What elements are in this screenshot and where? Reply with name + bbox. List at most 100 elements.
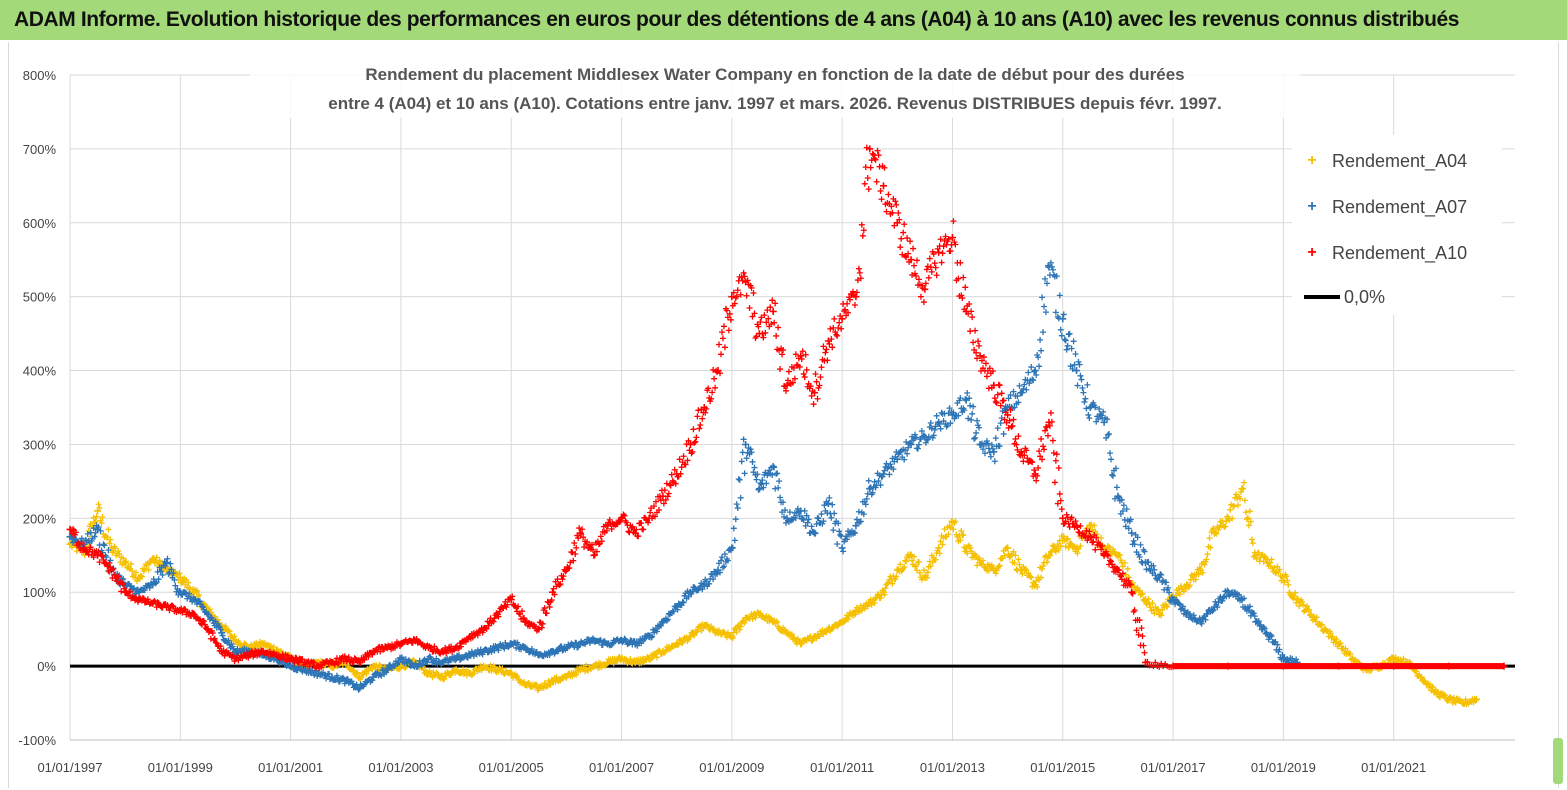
data-point: [731, 537, 738, 544]
data-point: [907, 238, 914, 245]
data-point: [847, 296, 854, 303]
data-point: [428, 644, 435, 651]
data-point: [900, 229, 907, 236]
data-point: [997, 402, 1004, 409]
data-point: [222, 623, 229, 630]
legend-item-a04: + Rendement_A04: [1292, 149, 1467, 173]
data-point: [1064, 535, 1071, 542]
data-point: [162, 562, 169, 569]
data-point: [891, 222, 898, 229]
data-point: [808, 392, 815, 399]
data-point: [718, 329, 725, 336]
data-point: [829, 501, 836, 508]
data-point: [697, 422, 704, 429]
data-point: [907, 551, 914, 558]
data-point: [1244, 514, 1251, 521]
data-point: [331, 661, 338, 668]
data-point: [1126, 581, 1133, 588]
data-point: [813, 378, 820, 385]
data-point: [153, 554, 160, 561]
data-point: [1038, 347, 1045, 354]
data-point: [1337, 640, 1344, 647]
data-point: [1047, 409, 1054, 416]
data-point: [759, 477, 766, 484]
data-point: [800, 370, 807, 377]
data-point: [690, 426, 697, 433]
data-point: [758, 481, 765, 488]
data-point: [1158, 612, 1165, 619]
data-point: [1025, 569, 1032, 576]
data-point: [299, 656, 306, 663]
series-rendement_a07: [66, 259, 1301, 693]
data-point: [1006, 417, 1013, 424]
data-point: [771, 464, 778, 471]
data-point: [1039, 456, 1046, 463]
data-point: [748, 284, 755, 291]
data-point: [1285, 581, 1292, 588]
data-point: [573, 544, 580, 551]
data-point: [402, 664, 409, 671]
data-point: [217, 626, 224, 633]
data-point: [1040, 443, 1047, 450]
data-point: [1033, 371, 1040, 378]
data-point: [860, 511, 867, 518]
data-point: [995, 563, 1002, 570]
data-point: [581, 544, 588, 551]
data-point: [917, 293, 924, 300]
data-point: [1067, 540, 1074, 547]
data-point: [457, 670, 464, 677]
data-point: [1299, 599, 1306, 606]
data-point: [1043, 280, 1050, 287]
data-point: [103, 554, 110, 561]
data-point: [660, 500, 667, 507]
data-point: [663, 480, 670, 487]
data-point: [1028, 574, 1035, 581]
data-point: [1293, 599, 1300, 606]
data-point: [857, 275, 864, 282]
data-point: [933, 412, 940, 419]
data-point: [652, 513, 659, 520]
data-point: [1086, 528, 1093, 535]
data-point: [711, 375, 718, 382]
data-point: [1027, 573, 1034, 580]
data-point: [1105, 542, 1112, 549]
data-point: [1060, 533, 1067, 540]
data-point: [1057, 326, 1064, 333]
data-point: [666, 646, 673, 653]
data-point: [152, 580, 159, 587]
data-point: [413, 635, 420, 642]
data-point: [1044, 262, 1051, 269]
data-point: [1268, 633, 1275, 640]
data-point: [957, 395, 964, 402]
data-point: [1058, 506, 1065, 513]
data-point: [1003, 545, 1010, 552]
data-point: [930, 432, 937, 439]
data-point: [1139, 560, 1146, 567]
data-point: [369, 651, 376, 658]
data-point: [629, 641, 636, 648]
data-point: [369, 666, 376, 673]
data-point: [920, 432, 927, 439]
data-point: [534, 626, 541, 633]
data-point: [159, 604, 166, 611]
data-point: [128, 560, 135, 567]
data-point: [87, 544, 94, 551]
data-point: [1106, 544, 1113, 551]
data-point: [1034, 583, 1041, 590]
data-point: [1236, 591, 1243, 598]
data-point: [1136, 617, 1143, 624]
data-point: [689, 448, 696, 455]
data-point: [576, 525, 583, 532]
data-point: [913, 563, 920, 570]
data-point: [151, 559, 158, 566]
data-point: [1037, 453, 1044, 460]
data-point: [961, 407, 968, 414]
data-point: [950, 218, 957, 225]
data-point: [1249, 540, 1256, 547]
data-point: [1056, 292, 1063, 299]
data-point: [885, 579, 892, 586]
data-point: [166, 607, 173, 614]
data-point: [1239, 485, 1246, 492]
data-point: [662, 496, 669, 503]
data-point: [789, 379, 796, 386]
